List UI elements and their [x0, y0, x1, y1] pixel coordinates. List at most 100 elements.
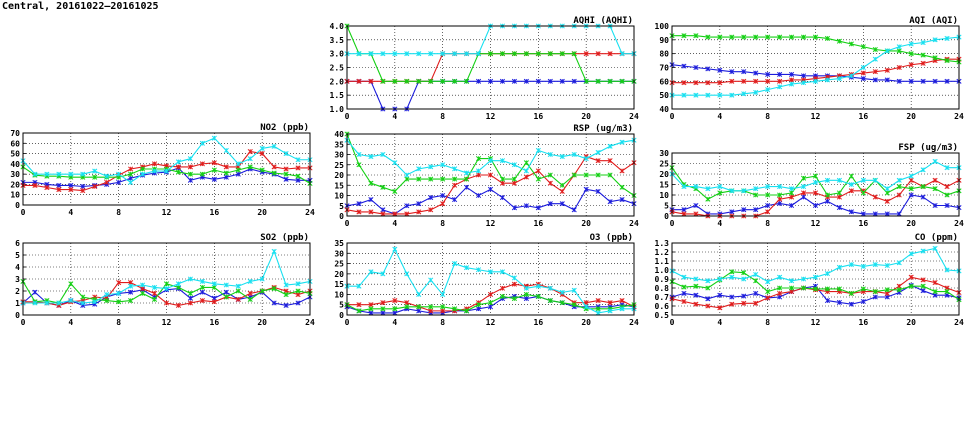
- co-point-cyan: [920, 248, 926, 254]
- aqhi-point-green: [559, 51, 565, 57]
- so2-point-blue: [223, 289, 229, 295]
- rsp-point-cyan: [619, 139, 625, 145]
- o3-xtick-label: 16: [534, 318, 544, 327]
- rsp-point-blue: [523, 203, 529, 209]
- aqi-point-green: [944, 58, 950, 64]
- o3-point-red: [499, 285, 506, 291]
- o3-point-cyan: [475, 267, 482, 273]
- fsp-point-red: [777, 196, 783, 202]
- aqi-ytick-label: 50: [659, 91, 669, 100]
- o3-point-red: [404, 300, 410, 306]
- rsp-point-green: [595, 172, 601, 178]
- no2-point-cyan: [140, 171, 146, 177]
- co-point-red: [753, 300, 759, 306]
- rsp-point-cyan: [487, 158, 494, 164]
- so2-point-green: [271, 286, 277, 292]
- so2-point-cyan: [151, 284, 158, 290]
- o3-xtick-label: 12: [486, 318, 496, 327]
- fsp-point-green: [812, 173, 819, 179]
- no2-point-red: [151, 161, 158, 167]
- co-point-cyan: [777, 274, 783, 280]
- rsp-ytick-label: 30: [334, 151, 344, 160]
- aqi-point-green: [753, 34, 759, 40]
- co-point-green: [789, 285, 795, 291]
- aqhi-point-green: [547, 51, 553, 57]
- aqhi-point-red: [368, 78, 374, 84]
- aqi-point-green: [705, 34, 711, 40]
- aqi-point-blue: [693, 64, 699, 71]
- no2-point-green: [187, 171, 193, 177]
- co-point-cyan: [860, 263, 866, 269]
- rsp-point-green: [559, 182, 565, 188]
- aqi-point-cyan: [717, 92, 723, 98]
- o3-point-green: [380, 306, 386, 312]
- no2-point-green: [199, 171, 205, 177]
- o3-xtick-label: 0: [345, 318, 350, 327]
- aqhi-xtick-label: 8: [440, 112, 445, 121]
- rsp-point-red: [535, 168, 541, 174]
- co-ytick-label: 1.1: [655, 257, 670, 266]
- fsp-point-red: [765, 209, 771, 215]
- fsp-point-blue: [932, 202, 938, 209]
- aqi-point-cyan: [753, 89, 759, 95]
- aqi-point-red: [705, 80, 711, 86]
- co-point-cyan: [741, 276, 747, 282]
- fsp-point-red: [812, 190, 819, 196]
- aqi-point-green: [800, 34, 807, 40]
- aqhi-point-green: [404, 78, 410, 84]
- no2-xtick-label: 0: [21, 208, 26, 217]
- aqhi-point-green: [392, 78, 398, 84]
- o3-point-blue: [487, 304, 494, 310]
- no2-point-blue: [283, 176, 289, 182]
- rsp-point-cyan: [511, 162, 517, 168]
- co-point-blue: [753, 290, 759, 296]
- fsp-point-red: [884, 198, 890, 204]
- rsp-point-blue: [499, 194, 506, 201]
- so2-point-cyan: [283, 282, 289, 288]
- so2-point-blue: [295, 300, 301, 306]
- fsp-ytick-label: 15: [659, 181, 669, 190]
- no2-point-green: [211, 167, 217, 173]
- rsp-point-blue: [464, 184, 470, 190]
- so2-point-blue: [187, 295, 193, 301]
- no2-point-cyan: [187, 156, 193, 162]
- o3-point-red: [368, 302, 374, 308]
- rsp-point-cyan: [428, 164, 434, 170]
- rsp-point-cyan: [547, 151, 553, 158]
- aqhi-point-cyan: [428, 51, 434, 57]
- so2-point-red: [163, 300, 170, 306]
- aqhi-chart: AQHI (AQHI) 1.0 1.5 2.0 2.5 3.0 3.5 4.0 0 4 8 12 16 2…: [330, 16, 639, 121]
- no2-point-green: [235, 167, 241, 173]
- rsp-point-cyan: [535, 147, 541, 153]
- no2-point-blue: [68, 182, 74, 189]
- so2-xtick-label: 20: [257, 318, 267, 327]
- rsp-point-blue: [571, 207, 577, 213]
- o3-ytick-label: 15: [334, 280, 344, 289]
- aqi-point-blue: [777, 71, 783, 77]
- aqi-point-cyan: [729, 92, 735, 98]
- co-point-green: [872, 289, 878, 295]
- so2-point-green: [187, 290, 193, 296]
- rsp-ytick-label: 5: [339, 202, 344, 211]
- no2-point-blue: [223, 174, 229, 180]
- aqi-point-cyan: [944, 35, 950, 42]
- rsp-ytick-label: 0: [339, 212, 344, 221]
- aqhi-point-green: [440, 78, 446, 84]
- aqhi-ytick-label: 3.5: [330, 36, 345, 45]
- co-point-green: [777, 285, 783, 291]
- no2-ytick-label: 20: [10, 180, 20, 189]
- so2-point-green: [259, 288, 265, 294]
- so2-ytick-label: 4: [15, 263, 20, 272]
- co-ytick-label: 0.8: [655, 284, 670, 293]
- no2-point-red: [104, 179, 110, 185]
- no2-point-cyan: [247, 156, 253, 162]
- aqi-point-cyan: [789, 81, 795, 87]
- rsp-point-cyan: [559, 153, 565, 160]
- aqhi-point-green: [428, 78, 434, 84]
- co-point-cyan: [789, 278, 795, 284]
- o3-point-cyan: [583, 304, 589, 310]
- rsp-point-red: [368, 209, 374, 215]
- fsp-xtick-label: 0: [670, 219, 675, 228]
- aqi-point-blue: [705, 66, 711, 72]
